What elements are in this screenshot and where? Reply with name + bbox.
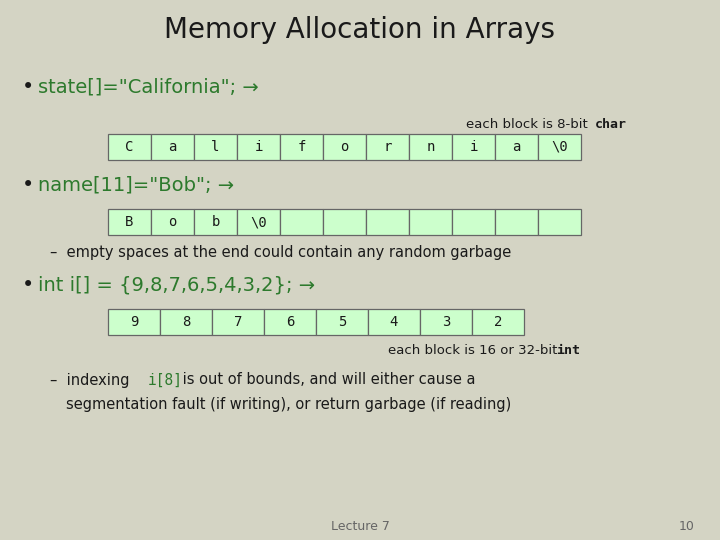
Text: 4: 4 (390, 315, 398, 329)
Text: a: a (168, 140, 176, 154)
Text: n: n (426, 140, 435, 154)
Bar (280, 209, 323, 235)
Bar (160, 309, 212, 335)
Bar (538, 134, 581, 160)
Text: segmentation fault (if writing), or return garbage (if reading): segmentation fault (if writing), or retu… (66, 396, 511, 411)
Text: state[]="California"; →: state[]="California"; → (38, 78, 258, 97)
Text: i[8]: i[8] (148, 373, 183, 388)
Text: i: i (254, 140, 263, 154)
Bar (264, 309, 316, 335)
Text: 10: 10 (679, 519, 695, 532)
Text: l: l (211, 140, 220, 154)
Text: \0: \0 (551, 140, 568, 154)
Text: B: B (125, 215, 134, 229)
Bar (366, 134, 409, 160)
Bar (108, 309, 160, 335)
Text: i: i (469, 140, 477, 154)
Text: name[11]="Bob"; →: name[11]="Bob"; → (38, 176, 234, 194)
Bar (420, 309, 472, 335)
Text: 5: 5 (338, 315, 346, 329)
Text: char: char (595, 118, 627, 132)
Bar (108, 209, 151, 235)
Text: each block is 8-bit: each block is 8-bit (466, 118, 592, 132)
Bar (368, 309, 420, 335)
Bar (237, 209, 280, 235)
Text: int i[] = {9,8,7,6,5,4,3,2}; →: int i[] = {9,8,7,6,5,4,3,2}; → (38, 275, 315, 294)
Bar (452, 134, 495, 160)
Text: 6: 6 (286, 315, 294, 329)
Text: 2: 2 (494, 315, 502, 329)
Bar (495, 134, 538, 160)
Text: r: r (383, 140, 392, 154)
Text: Memory Allocation in Arrays: Memory Allocation in Arrays (164, 16, 556, 44)
Text: o: o (168, 215, 176, 229)
Text: 9: 9 (130, 315, 138, 329)
Text: int: int (556, 343, 580, 356)
Text: 8: 8 (182, 315, 190, 329)
Text: 3: 3 (442, 315, 450, 329)
Text: each block is 16 or 32-bit: each block is 16 or 32-bit (388, 343, 562, 356)
Bar (151, 209, 194, 235)
Bar (212, 309, 264, 335)
Bar (409, 134, 452, 160)
Text: C: C (125, 140, 134, 154)
Bar (538, 209, 581, 235)
Text: •: • (22, 175, 35, 195)
Text: \0: \0 (250, 215, 267, 229)
Bar (237, 134, 280, 160)
Text: Lecture 7: Lecture 7 (330, 519, 390, 532)
Text: –  empty spaces at the end could contain any random garbage: – empty spaces at the end could contain … (50, 246, 511, 260)
Bar (323, 209, 366, 235)
Text: –  indexing: – indexing (50, 373, 134, 388)
Bar (366, 209, 409, 235)
Bar (452, 209, 495, 235)
Bar (151, 134, 194, 160)
Bar (323, 134, 366, 160)
Text: a: a (513, 140, 521, 154)
Bar (495, 209, 538, 235)
Text: f: f (297, 140, 306, 154)
Bar (108, 134, 151, 160)
Text: •: • (22, 77, 35, 97)
Text: o: o (341, 140, 348, 154)
Bar (409, 209, 452, 235)
Text: •: • (22, 275, 35, 295)
Text: 7: 7 (234, 315, 242, 329)
Bar (280, 134, 323, 160)
Text: b: b (211, 215, 220, 229)
Bar (472, 309, 524, 335)
Text: is out of bounds, and will either cause a: is out of bounds, and will either cause … (178, 373, 475, 388)
Bar (316, 309, 368, 335)
Bar (194, 209, 237, 235)
Bar (194, 134, 237, 160)
